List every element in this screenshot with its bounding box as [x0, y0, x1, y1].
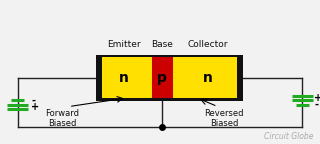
- Text: Forward
Biased: Forward Biased: [45, 109, 79, 128]
- Bar: [96, 55, 243, 101]
- Text: Base: Base: [151, 40, 173, 49]
- Text: Reversed
Biased: Reversed Biased: [204, 109, 244, 128]
- Text: p: p: [157, 71, 167, 85]
- Text: Emitter: Emitter: [107, 40, 141, 49]
- Text: -: -: [314, 100, 318, 110]
- Text: Circuit Globe: Circuit Globe: [264, 132, 314, 141]
- Bar: [102, 57, 152, 98]
- Text: n: n: [203, 71, 213, 85]
- Text: n: n: [119, 71, 129, 85]
- Bar: [172, 57, 237, 98]
- Text: -: -: [31, 95, 35, 105]
- Text: +: +: [314, 93, 320, 103]
- Text: +: +: [31, 102, 39, 112]
- Text: Collector: Collector: [188, 40, 228, 49]
- Bar: [152, 57, 172, 98]
